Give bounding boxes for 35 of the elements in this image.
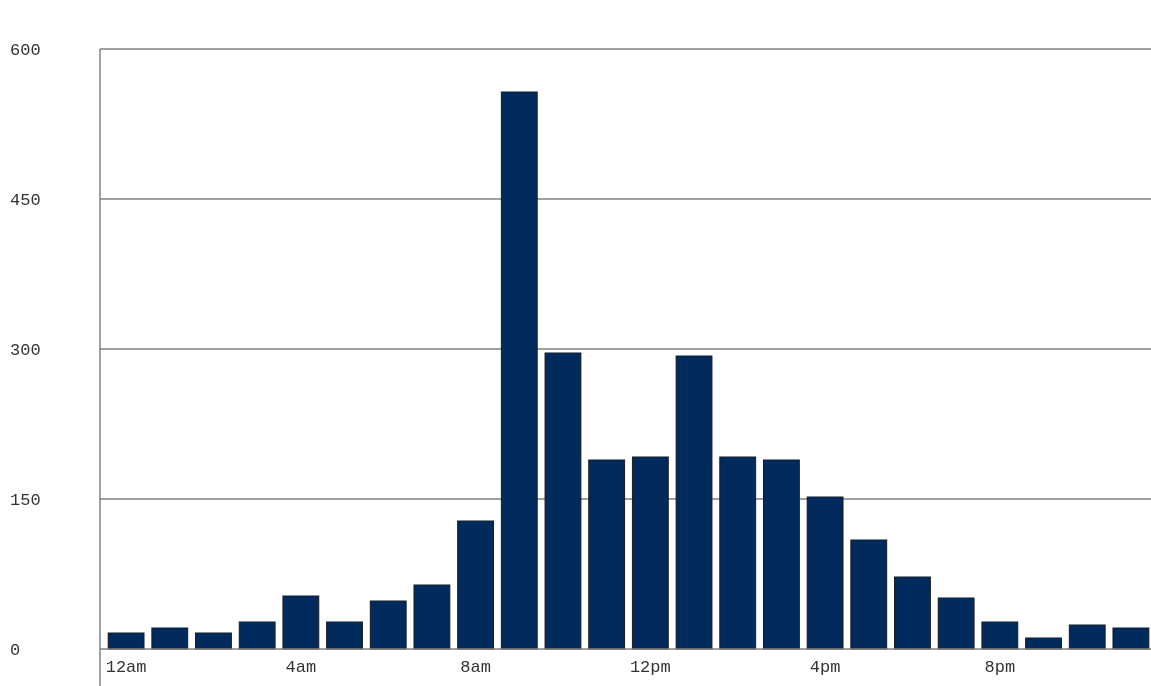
bar bbox=[1025, 637, 1062, 650]
x-tick-label: 4pm bbox=[809, 658, 841, 677]
bar bbox=[894, 576, 931, 650]
bar bbox=[1068, 624, 1106, 650]
bar bbox=[850, 539, 888, 650]
y-tick-label: 300 bbox=[10, 341, 41, 360]
y-tick-label: 0 bbox=[10, 641, 21, 660]
bar bbox=[544, 352, 582, 650]
bar bbox=[500, 91, 538, 650]
bar bbox=[195, 632, 232, 650]
bar bbox=[1112, 627, 1150, 650]
x-tick-label: 12pm bbox=[629, 658, 671, 677]
x-tick-label: 8am bbox=[460, 658, 491, 677]
bar bbox=[369, 600, 407, 650]
y-tick-label: 150 bbox=[10, 491, 41, 510]
y-tick-label: 600 bbox=[10, 41, 41, 60]
bar bbox=[937, 597, 975, 650]
x-tick-label: 8pm bbox=[984, 658, 1016, 677]
bar bbox=[107, 632, 145, 650]
x-tick-label: 4am bbox=[285, 658, 317, 677]
x-tick-label: 12am bbox=[105, 658, 147, 677]
bar bbox=[588, 459, 626, 650]
bar bbox=[806, 496, 844, 650]
bar bbox=[413, 584, 451, 650]
bar bbox=[719, 456, 757, 650]
bar bbox=[326, 621, 363, 650]
bar bbox=[151, 627, 189, 650]
bar bbox=[631, 456, 669, 650]
bar bbox=[981, 621, 1019, 650]
bar bbox=[238, 621, 276, 650]
bar bbox=[762, 459, 800, 650]
bar bbox=[457, 520, 495, 650]
y-tick-label: 450 bbox=[10, 191, 41, 210]
bar bbox=[675, 355, 713, 650]
bar bbox=[282, 595, 320, 650]
